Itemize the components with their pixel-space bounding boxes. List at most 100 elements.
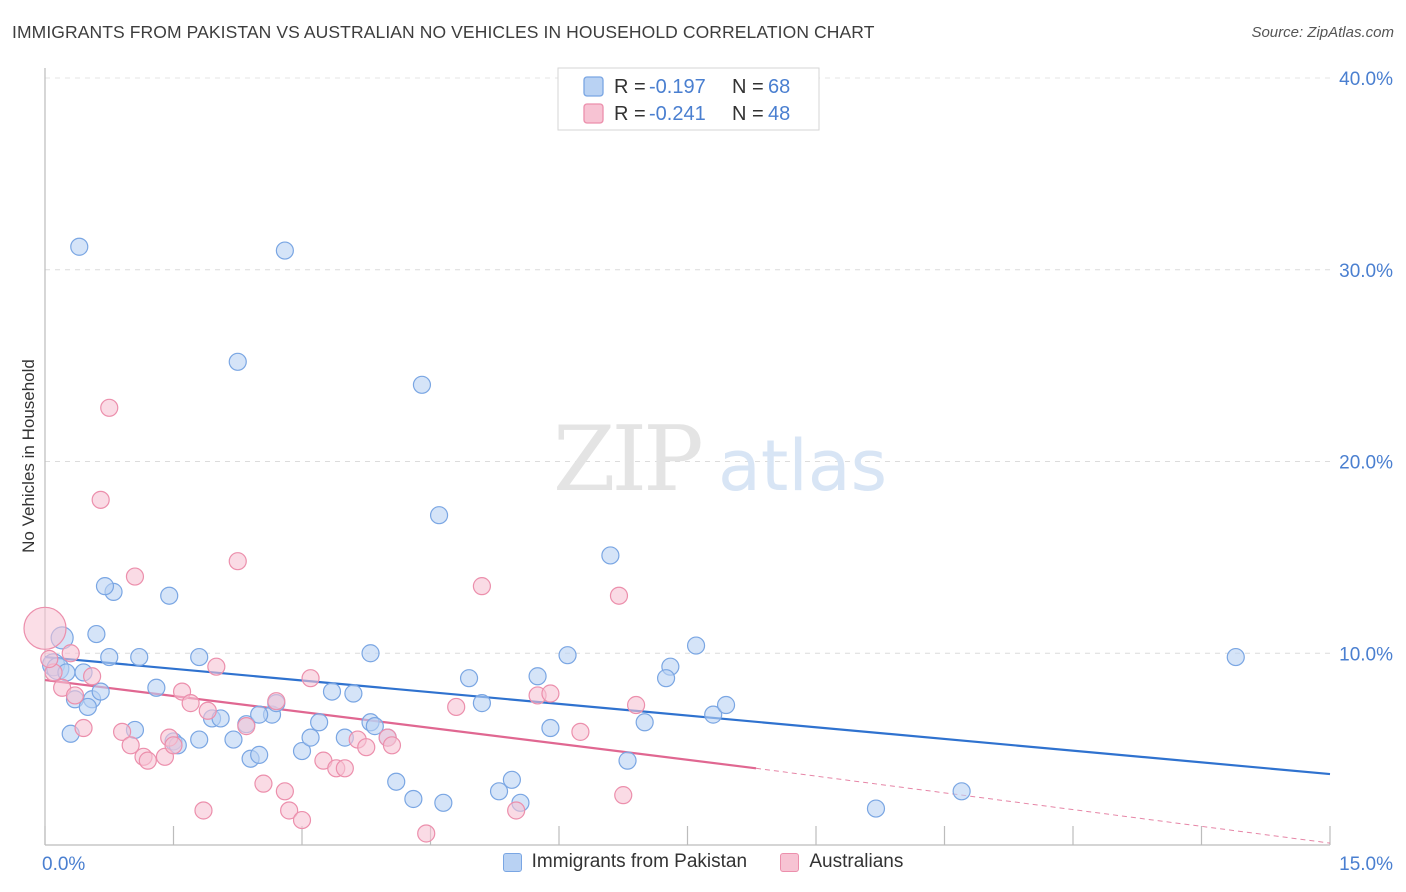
point-australians [181,694,200,713]
point-pakistan [190,730,209,749]
point-pakistan [412,375,432,394]
point-pakistan [601,546,620,565]
point-australians [417,824,436,843]
point-australians [228,552,247,571]
legend-item-pakistan[interactable]: Immigrants from Pakistan [502,851,748,873]
point-australians [112,722,132,741]
legend-item-australians[interactable]: Australians [780,851,903,873]
point-australians [626,695,646,715]
point-australians [65,686,85,705]
stats-r-value: -0.197 [649,76,706,98]
point-australians [164,736,183,755]
stats-r-label: R = [614,103,646,125]
point-australians [40,649,59,669]
point-pakistan [275,241,294,260]
point-pakistan [866,799,886,818]
point-australians [23,606,67,650]
point-pakistan [87,624,106,644]
point-pakistan [541,718,560,738]
point-pakistan [1226,647,1245,667]
point-pakistan [95,577,115,596]
point-australians [447,697,466,717]
x-tick-label-start: 0.0% [42,854,85,875]
watermark-zip: ZIP [553,407,701,512]
y-tick-labels: 10.0% 20.0% 30.0% 40.0% [1339,69,1393,665]
point-australians [614,786,633,805]
point-australians [507,801,526,820]
point-australians [91,490,110,509]
point-australians [254,774,273,793]
y-axis-label: No Vehicles in Household [19,359,38,553]
legend-label-australians: Australians [809,851,904,872]
legend-swatch-pink [780,852,800,872]
stats-legend: R = -0.197 N = 68 R = -0.241 N = 48 [557,67,820,131]
point-australians [382,736,402,755]
point-pakistan [301,728,320,747]
point-australians [194,801,213,820]
point-australians [472,577,491,596]
point-pakistan [361,644,380,663]
data-points [23,237,1245,843]
point-australians [267,692,286,711]
trend-line-australians [44,679,757,770]
point-australians [100,398,119,417]
chart-title: IMMIGRANTS FROM PAKISTAN VS AUSTRALIAN N… [12,22,875,42]
trend-lines [44,655,1331,844]
watermark-atlas: atlas [718,425,887,507]
point-pakistan [618,751,637,770]
point-australians [138,751,157,770]
stats-n-label: N = [732,76,764,98]
point-australians [237,717,256,736]
y-tick-label: 30.0% [1339,261,1393,282]
point-pakistan [716,695,736,715]
point-pakistan [78,697,97,717]
watermark: ZIP atlas [553,407,887,512]
point-australians [357,738,376,757]
point-australians [121,736,140,755]
point-pakistan [224,730,243,749]
point-australians [125,567,145,586]
legend-label-pakistan: Immigrants from Pakistan [531,851,748,872]
point-pakistan [322,682,342,701]
point-pakistan [952,782,971,801]
point-pakistan [489,782,509,801]
y-tick-label: 10.0% [1339,644,1393,665]
point-pakistan [228,352,247,371]
point-australians [61,644,80,663]
legend-swatch-blue [502,852,522,872]
point-pakistan [502,770,521,789]
trend-line-pakistan [44,655,1331,776]
point-australians [571,722,590,741]
source-label: Source: ZipAtlas.com [1251,24,1394,41]
point-pakistan [704,705,723,724]
y-tick-label: 20.0% [1339,453,1393,474]
point-pakistan [528,667,547,686]
point-pakistan [130,647,149,667]
point-australians [198,701,217,720]
point-pakistan [250,705,269,724]
stats-legend-swatch [583,103,604,124]
point-australians [292,810,312,830]
point-pakistan [292,741,312,761]
point-pakistan [190,647,209,667]
point-pakistan [387,772,406,791]
point-pakistan [686,636,706,655]
point-pakistan [404,789,423,809]
point-pakistan [160,586,179,605]
stats-r-label: R = [614,76,646,98]
x-tick-label-end: 15.0% [1339,854,1393,875]
point-australians [301,669,320,688]
x-tick-labels: 0.0% 15.0% [42,854,1393,875]
point-pakistan [250,745,269,764]
point-pakistan [635,713,654,732]
stats-r-value: -0.241 [649,103,706,125]
point-pakistan [434,793,453,812]
point-pakistan [310,713,329,732]
point-australians [275,782,294,801]
stats-n-value: 48 [768,103,790,125]
point-pakistan [70,237,89,256]
stats-n-label: N = [732,103,764,125]
point-australians [74,718,93,738]
point-australians [609,586,629,605]
point-pakistan [459,669,479,688]
